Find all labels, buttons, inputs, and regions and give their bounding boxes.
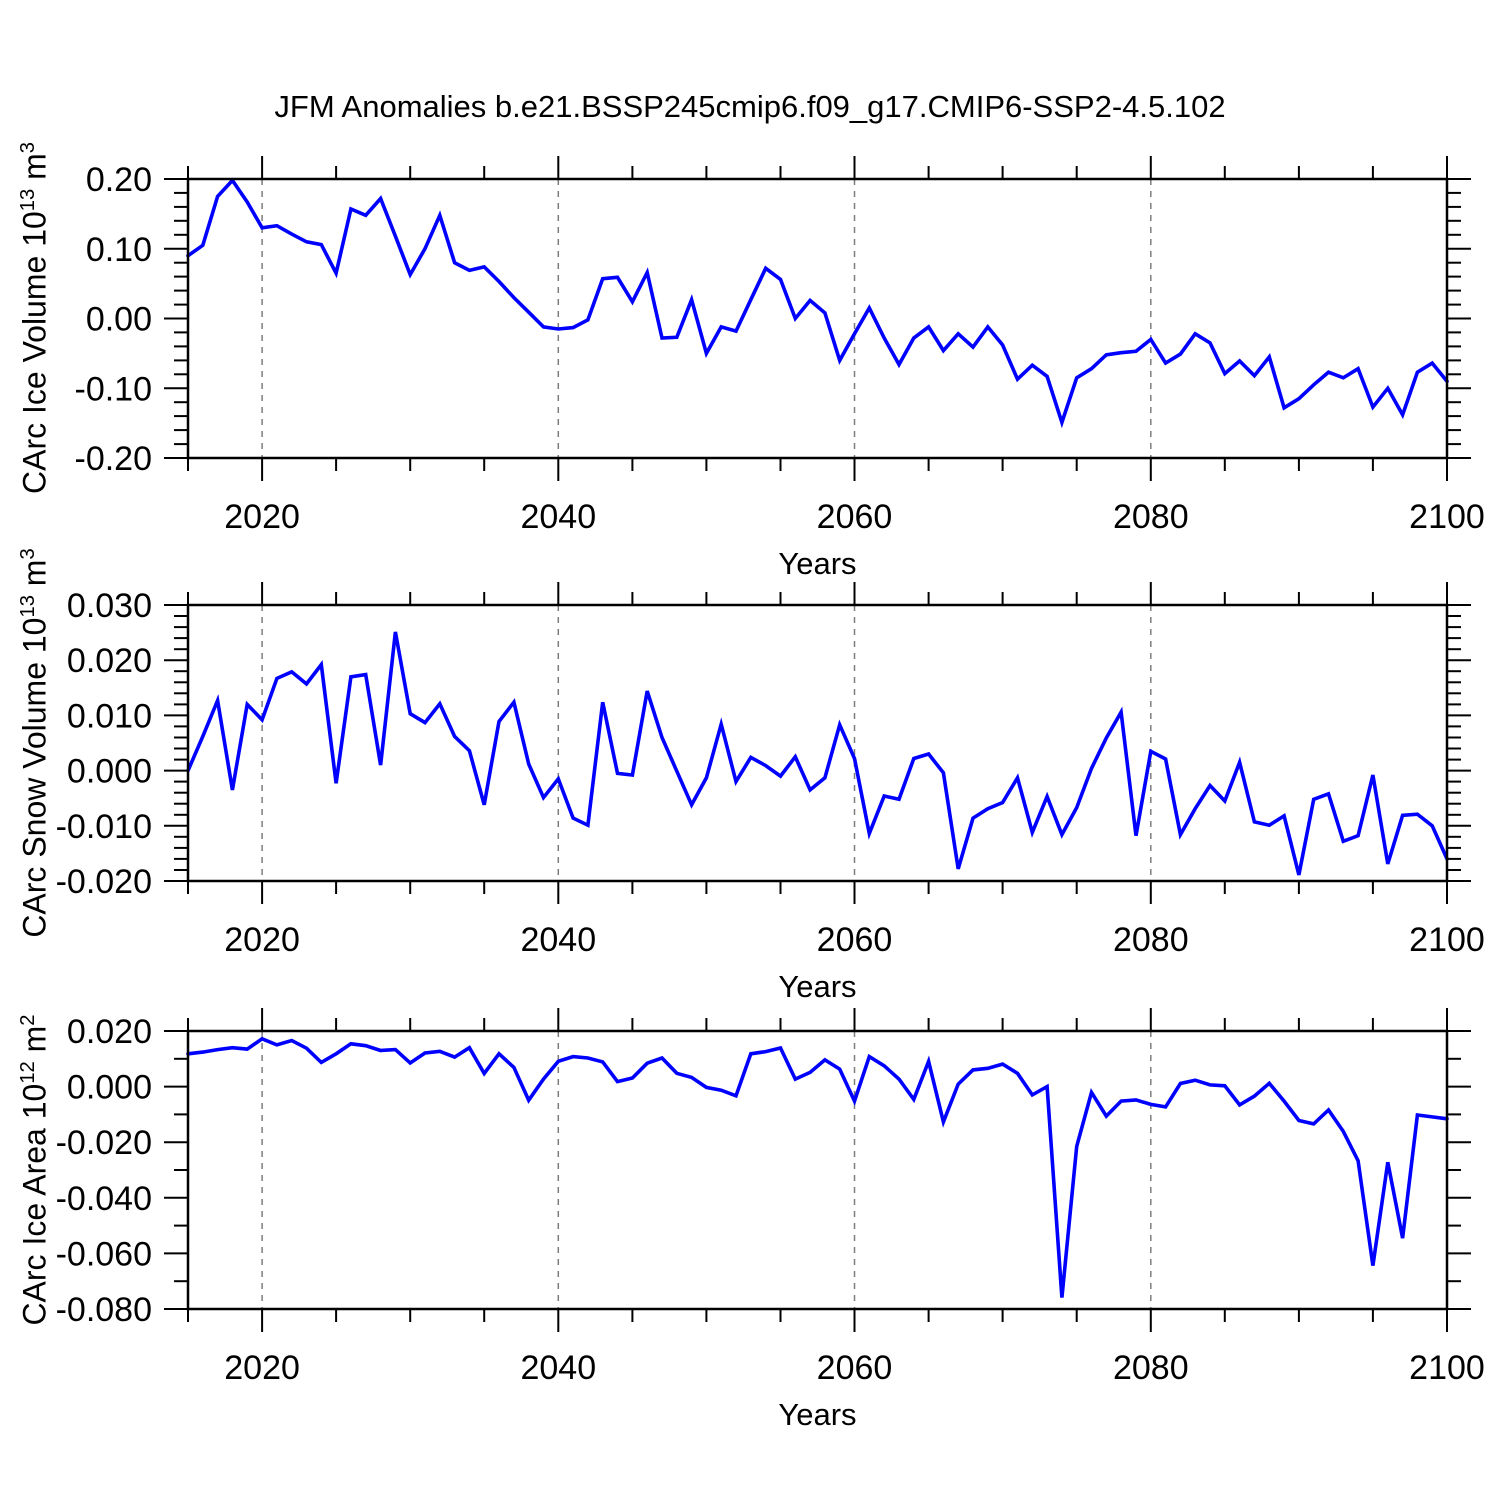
x-tick-label: 2020 xyxy=(224,921,300,959)
panel-ice-area: 2020 2040 2060 2080 2100 -0.080 -0.060 -0.040 -0… xyxy=(56,1008,1485,1387)
plot-box xyxy=(186,1029,1449,1311)
plot-box xyxy=(186,603,1449,883)
y-tick-label: 0.020 xyxy=(67,1013,152,1051)
x-tick-label: 2040 xyxy=(520,921,596,959)
x-tick-label: 2020 xyxy=(224,498,300,536)
x-tick-label: 2060 xyxy=(817,498,893,536)
x-tick-label: 2100 xyxy=(1409,498,1485,536)
x-axis-title-bottom: Years xyxy=(778,1397,857,1432)
x-tick-label: 2060 xyxy=(817,921,893,959)
y-tick-label: 0.000 xyxy=(67,753,152,791)
x-tick-label: 2080 xyxy=(1113,1349,1189,1387)
y-tick-label: 0.020 xyxy=(67,642,152,680)
y-tick-label: -0.10 xyxy=(75,370,153,408)
x-tick-label: 2080 xyxy=(1113,498,1189,536)
y-tick-label: 0.10 xyxy=(86,231,152,269)
y-tick-label: -0.040 xyxy=(56,1180,152,1218)
plot-box xyxy=(186,177,1449,460)
x-tick-label: 2100 xyxy=(1409,1349,1485,1387)
y-tick-label: 0.00 xyxy=(86,301,152,339)
panel-ice-volume: 2020 2040 2060 2080 2100 -0.20 -0.10 0.00 0.10 0.… xyxy=(75,156,1485,536)
ice-area-line xyxy=(186,1036,1449,1298)
x-tick-label: 2040 xyxy=(520,1349,596,1387)
y-tick-label: -0.020 xyxy=(56,1124,152,1162)
y-tick-label: -0.060 xyxy=(56,1235,152,1273)
x-tick-label: 2040 xyxy=(520,498,596,536)
y-tick-label: -0.020 xyxy=(56,863,152,901)
y-tick-label: 0.000 xyxy=(67,1069,152,1107)
y-tick-label: -0.080 xyxy=(56,1291,152,1329)
x-tick-label: 2020 xyxy=(224,1349,300,1387)
y-tick-label: -0.010 xyxy=(56,808,152,846)
y-tick-label: -0.20 xyxy=(75,440,153,478)
x-tick-label: 2080 xyxy=(1113,921,1189,959)
x-tick-label: 2060 xyxy=(817,1349,893,1387)
x-tick-label: 2100 xyxy=(1409,921,1485,959)
y-tick-label: 0.20 xyxy=(86,161,152,199)
chart-title: JFM Anomalies b.e21.BSSP245cmip6.f09_g17… xyxy=(274,89,1226,124)
snow-volume-line xyxy=(186,631,1449,876)
y-tick-label: 0.030 xyxy=(67,587,152,625)
x-axis-title-top: Years xyxy=(778,546,857,581)
ice-volume-line xyxy=(186,177,1449,429)
y-tick-label: 0.010 xyxy=(67,697,152,735)
panel-snow-volume: 2020 2040 2060 2080 2100 -0.020 -0.010 0.000 0.0… xyxy=(56,582,1485,959)
x-axis-title-middle: Years xyxy=(778,969,857,1004)
